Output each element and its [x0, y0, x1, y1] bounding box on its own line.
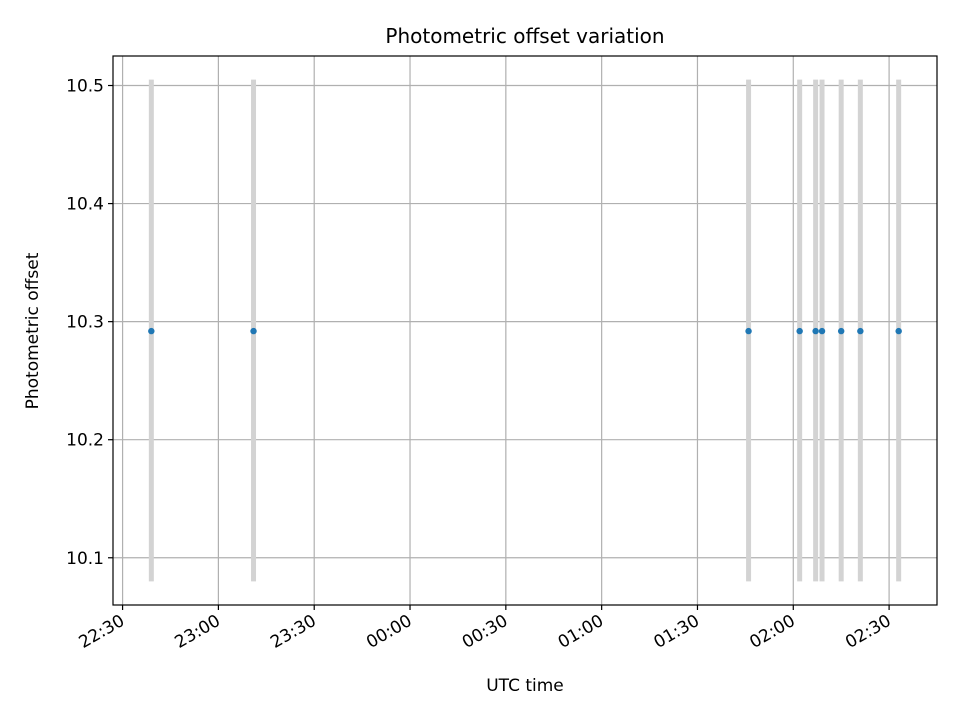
y-tick-label: 10.1 — [66, 549, 104, 569]
y-tick-label: 10.2 — [66, 431, 104, 451]
chart-title: Photometric offset variation — [385, 24, 664, 48]
y-axis-title: Photometric offset — [23, 252, 43, 409]
data-point — [837, 327, 845, 335]
y-tick-label: 10.5 — [66, 77, 104, 97]
data-point — [895, 327, 902, 335]
data-point — [250, 327, 257, 335]
data-point — [818, 327, 826, 335]
data-point — [857, 327, 864, 335]
plot-frame — [112, 55, 938, 606]
data-point — [796, 327, 803, 335]
data-points — [148, 327, 902, 335]
y-axis-ticks: 10.1 10.2 10.3 10.4 10.5 — [66, 77, 113, 569]
y-tick-label: 10.4 — [66, 195, 104, 215]
data-point — [812, 327, 819, 335]
data-point — [148, 327, 155, 335]
data-point — [745, 327, 752, 335]
x-axis-title: UTC time — [486, 676, 564, 696]
y-tick-label: 10.3 — [66, 313, 104, 333]
